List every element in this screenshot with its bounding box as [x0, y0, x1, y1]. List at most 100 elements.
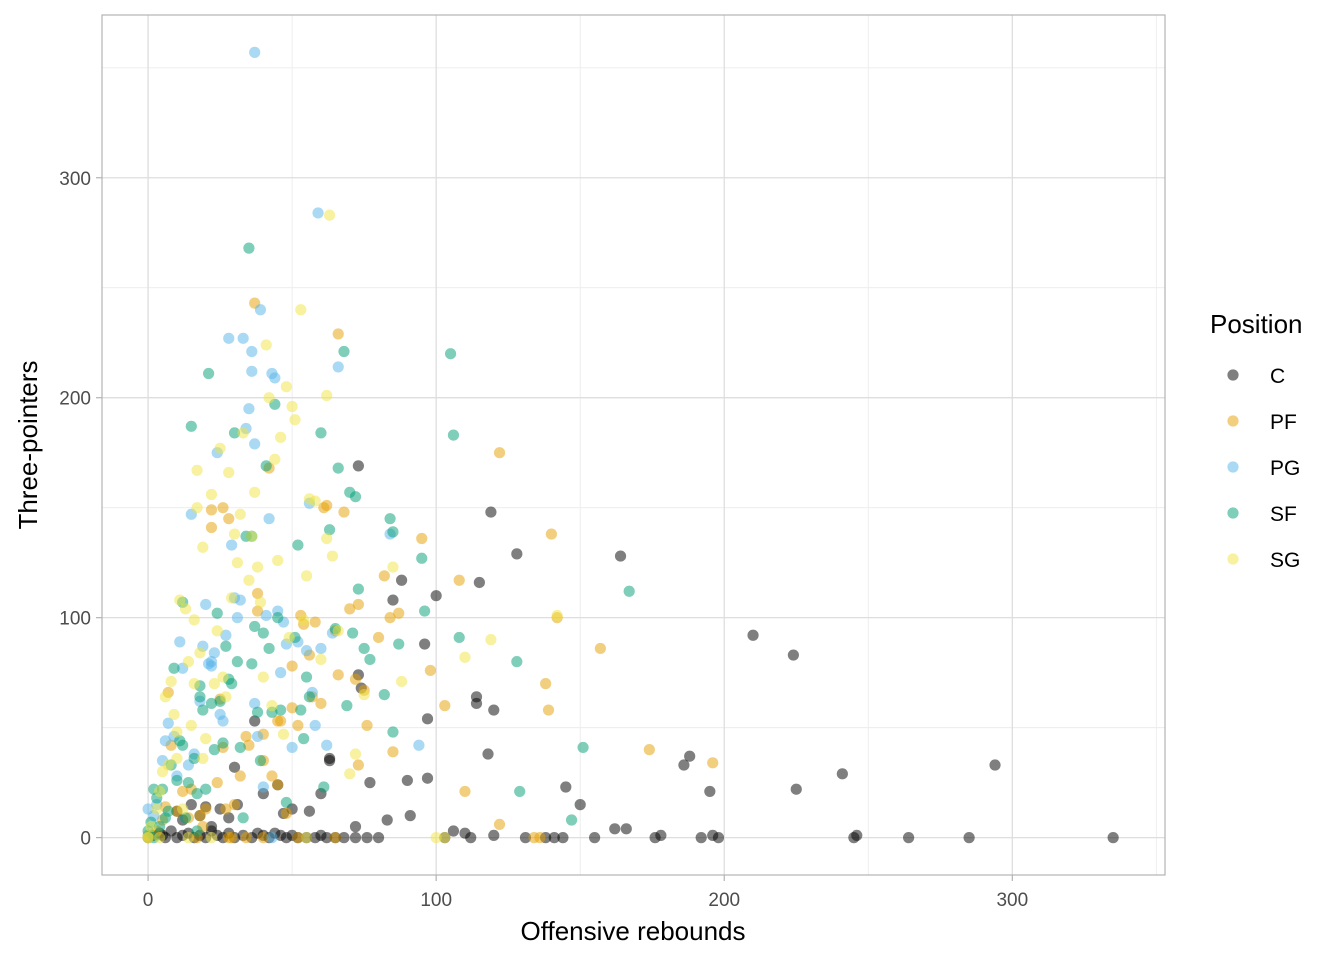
data-point-PF — [542, 704, 555, 716]
data-point-SF — [347, 627, 359, 639]
data-point-SG — [266, 700, 278, 712]
data-point-C — [704, 785, 716, 798]
data-point-PF — [286, 660, 298, 672]
data-point-PF — [226, 832, 238, 844]
data-point-C — [303, 805, 316, 817]
data-point-SG — [211, 625, 223, 637]
data-point-PG — [260, 609, 272, 622]
data-point-SG — [321, 389, 333, 402]
legend-item-PG: PG — [1227, 457, 1300, 480]
data-point-SF — [202, 367, 215, 380]
data-point-C — [430, 590, 442, 602]
data-point-PF — [243, 739, 255, 751]
data-point-C — [465, 832, 477, 844]
data-point-SG — [220, 691, 232, 703]
data-point-SF — [226, 678, 238, 690]
data-point-PF — [205, 521, 218, 534]
data-point-PF — [493, 818, 506, 831]
data-point-C — [421, 713, 434, 725]
data-point-SF — [182, 777, 195, 789]
data-point-SG — [154, 785, 166, 798]
data-point-SG — [263, 392, 275, 404]
data-point-PG — [237, 332, 249, 344]
data-point-PF — [439, 700, 451, 712]
data-point-SF — [162, 805, 174, 817]
data-point-PF — [338, 506, 350, 518]
data-point-SF — [263, 642, 275, 655]
y-tick-label: 200 — [59, 389, 91, 410]
data-point-PG — [223, 332, 235, 344]
data-point-PF — [309, 616, 321, 628]
data-point-SG — [309, 495, 321, 507]
data-point-SF — [211, 607, 223, 619]
data-point-SG — [217, 671, 229, 683]
legend-key-PG — [1227, 461, 1239, 473]
legend-key-PF — [1227, 415, 1239, 427]
data-point-PF — [251, 605, 264, 617]
data-point-SF — [188, 752, 200, 765]
data-point-SG — [439, 832, 451, 844]
data-point-PG — [251, 730, 264, 743]
data-point-PF — [332, 328, 344, 340]
data-point-PF — [540, 678, 552, 690]
data-point-SG — [260, 339, 272, 351]
data-point-C — [695, 832, 707, 844]
data-point-PG — [249, 697, 261, 710]
data-point-PF — [416, 532, 428, 545]
data-point-SG — [228, 528, 241, 540]
data-point-SG — [251, 561, 264, 573]
data-point-SG — [298, 614, 310, 626]
data-point-C — [482, 748, 494, 760]
data-point-SF — [358, 642, 370, 655]
data-point-C — [963, 832, 975, 844]
data-point-PG — [309, 719, 321, 732]
data-point-SG — [269, 453, 281, 465]
y-axis: 0 100 200 300 — [59, 169, 102, 850]
x-tick-label: 300 — [996, 890, 1028, 911]
data-point-SF — [565, 814, 578, 826]
data-point-PF — [211, 777, 223, 789]
data-point-C — [349, 821, 362, 833]
data-point-SF — [251, 706, 264, 718]
data-point-C — [488, 704, 500, 716]
data-point-PF — [643, 744, 655, 756]
data-point-C — [205, 821, 218, 833]
data-point-PF — [378, 570, 390, 582]
legend-items: C PF PG SF SG — [1227, 365, 1300, 572]
data-point-C — [614, 550, 627, 562]
data-point-C — [381, 814, 393, 826]
data-point-SF — [272, 612, 284, 624]
data-point-SF — [295, 704, 307, 716]
data-point-SG — [205, 832, 218, 844]
data-point-PF — [349, 673, 362, 685]
data-point-PF — [177, 785, 189, 798]
series-C — [142, 460, 1119, 844]
data-point-C — [223, 812, 235, 824]
legend-key-SF — [1227, 507, 1239, 519]
data-point-PG — [249, 46, 261, 58]
data-point-SG — [551, 609, 563, 622]
data-point-SF — [177, 739, 189, 751]
data-point-SG — [182, 832, 195, 844]
legend-label-SF: SF — [1270, 503, 1297, 526]
data-point-SG — [280, 381, 292, 393]
data-point-SF — [387, 526, 399, 538]
legend: Position C PF PG SF SG — [1210, 309, 1303, 572]
data-point-SF — [393, 638, 405, 650]
data-point-SG — [205, 488, 218, 501]
data-point-PF — [280, 807, 292, 820]
data-point-SF — [249, 620, 261, 633]
data-point-SF — [179, 812, 192, 824]
data-point-SF — [171, 774, 183, 787]
data-point-PF — [272, 715, 284, 727]
data-point-SF — [217, 737, 229, 749]
data-point-PF — [534, 832, 546, 844]
data-point-PF — [344, 603, 356, 615]
data-point-C — [557, 832, 569, 844]
data-point-SF — [220, 640, 232, 652]
legend-item-C: C — [1227, 365, 1285, 388]
x-tick-label: 100 — [420, 890, 452, 911]
data-point-C — [989, 759, 1001, 771]
data-point-SG — [257, 671, 269, 683]
data-point-SG — [188, 614, 200, 626]
